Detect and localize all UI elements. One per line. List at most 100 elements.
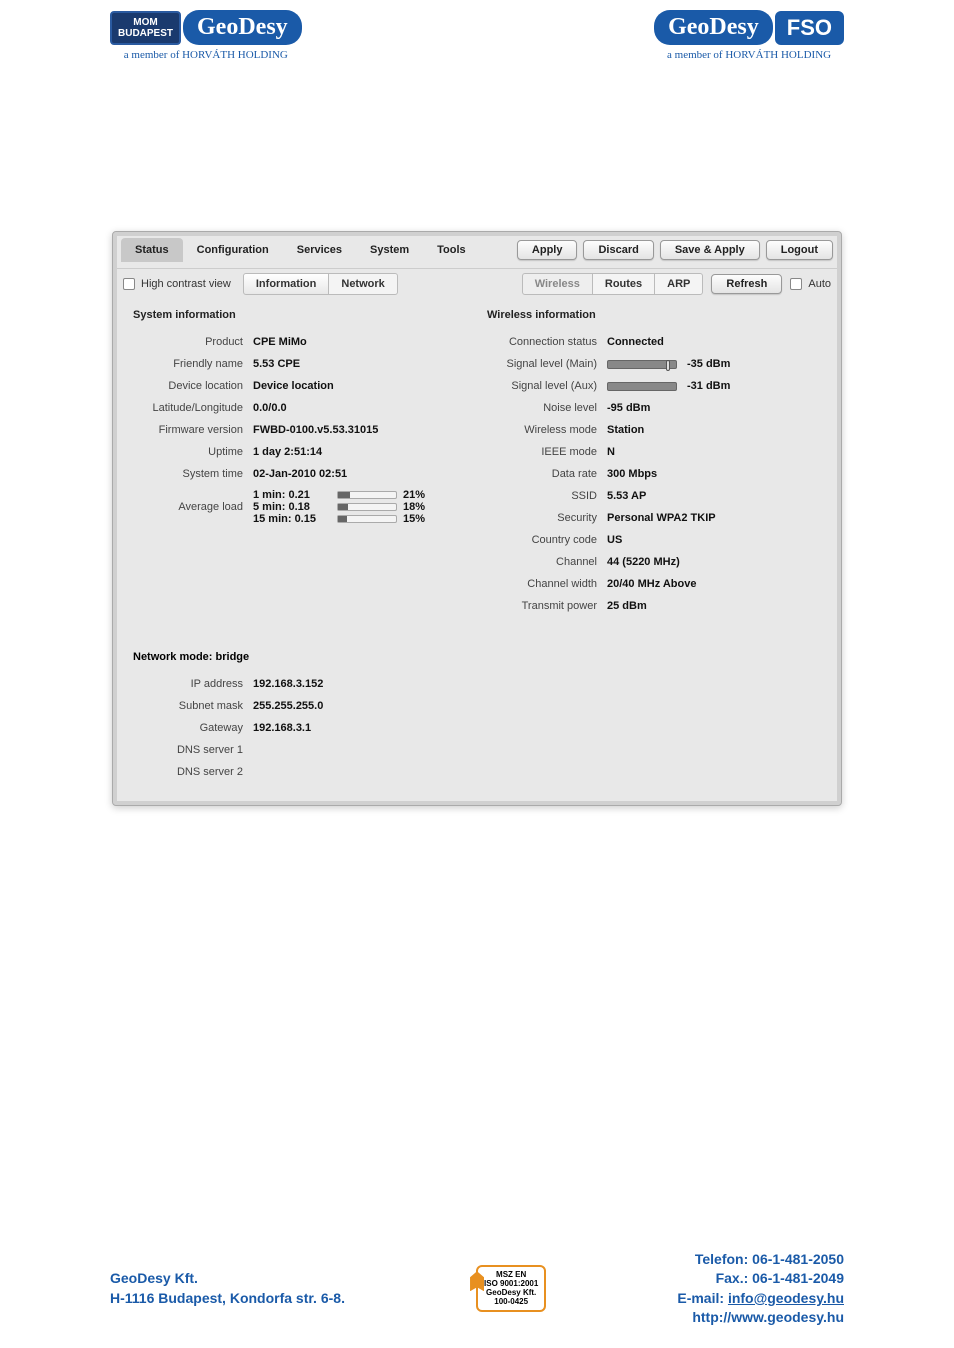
product-value: CPE MiMo	[253, 336, 467, 348]
subtab-routes[interactable]: Routes	[592, 273, 655, 295]
avg-load-values: 1 min: 0.21 21% 5 min: 0.18 18% 15 min: …	[253, 489, 467, 525]
nav-system[interactable]: System	[356, 238, 423, 262]
nav-configuration[interactable]: Configuration	[183, 238, 283, 262]
uptime-value: 1 day 2:51:14	[253, 446, 467, 458]
network-info: IP address192.168.3.152 Subnet mask255.2…	[117, 669, 837, 801]
gateway-label: Gateway	[133, 722, 253, 734]
signal-main-label: Signal level (Main)	[487, 358, 607, 370]
channel-value: 44 (5220 MHz)	[607, 556, 821, 568]
noise-value: -95 dBm	[607, 402, 821, 414]
signal-main-bar	[607, 360, 677, 369]
system-info-title: System information	[133, 309, 467, 321]
footer-address: GeoDesy Kft. H-1116 Budapest, Kondorfa s…	[110, 1269, 345, 1308]
logo-right: GeoDesy FSO a member of HORVÁTH HOLDING	[654, 10, 844, 61]
footer-email-link[interactable]: info@geodesy.hu	[728, 1290, 844, 1306]
logo-geodesy-right: GeoDesy	[654, 10, 773, 45]
system-info-column: System information ProductCPE MiMo Frien…	[133, 309, 467, 617]
ssid-label: SSID	[487, 490, 607, 502]
refresh-button[interactable]: Refresh	[711, 274, 782, 294]
lat-lon-label: Latitude/Longitude	[133, 402, 253, 414]
system-time-label: System time	[133, 468, 253, 480]
data-rate-value: 300 Mbps	[607, 468, 821, 480]
noise-label: Noise level	[487, 402, 607, 414]
auto-checkbox[interactable]: Auto	[790, 278, 831, 290]
channel-label: Channel	[487, 556, 607, 568]
footer-fax: Fax.: 06-1-481-2049	[677, 1269, 844, 1289]
save-apply-button[interactable]: Save & Apply	[660, 240, 760, 260]
wireless-info-title: Wireless information	[487, 309, 821, 321]
nav-status[interactable]: Status	[121, 238, 183, 262]
product-label: Product	[133, 336, 253, 348]
ssid-value: 5.53 AP	[607, 490, 821, 502]
auto-label: Auto	[808, 278, 831, 290]
footer-company: GeoDesy Kft.	[110, 1269, 345, 1289]
load-1min-label: 1 min: 0.21	[253, 489, 331, 501]
discard-button[interactable]: Discard	[583, 240, 653, 260]
uptime-label: Uptime	[133, 446, 253, 458]
ieee-mode-label: IEEE mode	[487, 446, 607, 458]
top-bar: Status Configuration Services System Too…	[117, 236, 837, 268]
wireless-mode-label: Wireless mode	[487, 424, 607, 436]
footer-street: H-1116 Budapest, Kondorfa str. 6-8.	[110, 1289, 345, 1309]
friendly-name-value: 5.53 CPE	[253, 358, 467, 370]
country-code-value: US	[607, 534, 821, 546]
signal-aux-bar	[607, 382, 677, 391]
app-window: Status Configuration Services System Too…	[112, 231, 842, 806]
mask-value: 255.255.255.0	[253, 700, 821, 712]
avg-load-label: Average load	[133, 501, 253, 513]
content-area: System information ProductCPE MiMo Frien…	[117, 299, 837, 637]
signal-aux-value: -31 dBm	[687, 380, 730, 392]
subtab-wireless[interactable]: Wireless	[522, 273, 593, 295]
network-mode-title: Network mode: bridge	[117, 637, 837, 669]
cert-badge: MSZ EN ISO 9001:2001 GeoDesy Kft. 100-04…	[476, 1265, 546, 1312]
footer-contact: Telefon: 06-1-481-2050 Fax.: 06-1-481-20…	[677, 1250, 844, 1328]
firmware-label: Firmware version	[133, 424, 253, 436]
ieee-mode-value: N	[607, 446, 821, 458]
conn-status-value: Connected	[607, 336, 821, 348]
gateway-value: 192.168.3.1	[253, 722, 821, 734]
ip-label: IP address	[133, 678, 253, 690]
security-label: Security	[487, 512, 607, 524]
main-nav: Status Configuration Services System Too…	[121, 238, 480, 262]
conn-status-label: Connection status	[487, 336, 607, 348]
subtab-arp[interactable]: ARP	[654, 273, 703, 295]
nav-tools[interactable]: Tools	[423, 238, 480, 262]
load-15min-label: 15 min: 0.15	[253, 513, 331, 525]
data-rate-label: Data rate	[487, 468, 607, 480]
checkbox-icon	[123, 278, 135, 290]
load-1min-bar	[337, 491, 397, 499]
subtab-network[interactable]: Network	[328, 273, 397, 295]
load-5min-label: 5 min: 0.18	[253, 501, 331, 513]
footer-web: http://www.geodesy.hu	[677, 1308, 844, 1328]
firmware-value: FWBD-0100.v5.53.31015	[253, 424, 467, 436]
signal-main-value: -35 dBm	[687, 358, 730, 370]
system-time-value: 02-Jan-2010 02:51	[253, 468, 467, 480]
ip-value: 192.168.3.152	[253, 678, 821, 690]
channel-width-value: 20/40 MHz Above	[607, 578, 821, 590]
signal-aux-label: Signal level (Aux)	[487, 380, 607, 392]
dns1-label: DNS server 1	[133, 744, 253, 756]
logout-button[interactable]: Logout	[766, 240, 833, 260]
footer-email-label: E-mail:	[677, 1290, 728, 1306]
logo-left: MOMBUDAPEST GeoDesy a member of HORVÁTH …	[110, 10, 302, 61]
dns2-label: DNS server 2	[133, 766, 253, 778]
high-contrast-label: High contrast view	[141, 278, 231, 290]
apply-button[interactable]: Apply	[517, 240, 578, 260]
page-footer: GeoDesy Kft. H-1116 Budapest, Kondorfa s…	[0, 1250, 954, 1328]
mask-label: Subnet mask	[133, 700, 253, 712]
logo-subtitle-left: a member of HORVÁTH HOLDING	[110, 49, 302, 61]
friendly-name-label: Friendly name	[133, 358, 253, 370]
high-contrast-checkbox[interactable]: High contrast view	[123, 278, 231, 290]
load-1min-pct: 21%	[403, 489, 425, 501]
tx-power-value: 25 dBm	[607, 600, 821, 612]
logo-fso: FSO	[775, 11, 844, 45]
nav-services[interactable]: Services	[283, 238, 356, 262]
security-value: Personal WPA2 TKIP	[607, 512, 821, 524]
wireless-info-column: Wireless information Connection statusCo…	[487, 309, 821, 617]
load-15min-pct: 15%	[403, 513, 425, 525]
action-buttons: Apply Discard Save & Apply Logout	[517, 240, 833, 260]
logo-subtitle-right: a member of HORVÁTH HOLDING	[654, 49, 844, 61]
country-code-label: Country code	[487, 534, 607, 546]
subtab-information[interactable]: Information	[243, 273, 330, 295]
logo-mom-badge: MOMBUDAPEST	[110, 11, 181, 45]
